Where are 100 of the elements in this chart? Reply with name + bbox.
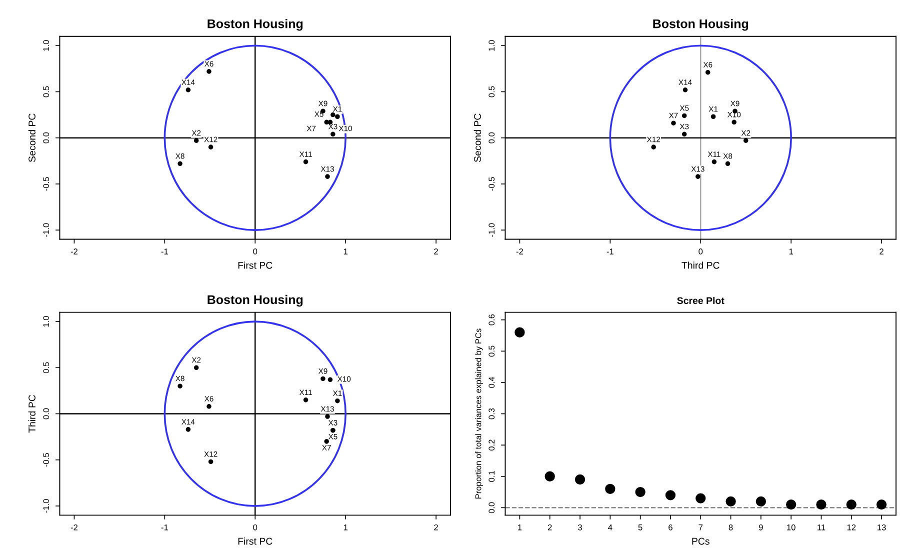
x-tick-label: 6: [668, 524, 672, 530]
x-tick-label: 2: [434, 248, 438, 254]
y-tick-label: -1.0: [43, 499, 50, 513]
y-tick-label: 0.6: [488, 314, 495, 326]
point: [330, 132, 336, 137]
point: [816, 499, 826, 510]
y-axis-title: Proportion of total variances explained by PCs: [475, 328, 483, 499]
point: [756, 496, 766, 507]
point: [696, 174, 700, 179]
point: [324, 439, 329, 444]
point: [876, 499, 887, 510]
x-tick-label: 2: [880, 248, 884, 254]
y-tick-label: 0.2: [488, 440, 495, 451]
x-tick-label: 8: [728, 524, 733, 530]
point: [726, 496, 736, 507]
chart-title: Boston Housing: [208, 19, 303, 31]
point: [303, 398, 308, 402]
y-tick-label: 0.5: [488, 346, 495, 357]
y-tick-label: -0.5: [488, 177, 495, 191]
x-tick-label: 1: [344, 248, 348, 254]
chart-title: Scree Plot: [677, 296, 724, 304]
point: [178, 384, 182, 388]
x-tick-label: 0: [698, 248, 703, 254]
x-tick-label: 1: [518, 524, 522, 530]
point: [544, 471, 555, 482]
x-tick-label: 1: [789, 248, 793, 254]
x-tick-label: -1: [161, 248, 168, 254]
point: [325, 414, 330, 419]
y-axis-title: Second PC: [474, 114, 481, 162]
point: [335, 114, 340, 120]
point: [303, 159, 308, 164]
x-tick-label: 4: [608, 524, 612, 530]
point: [696, 493, 706, 504]
point: [206, 69, 212, 74]
x-tick-label: 2: [548, 524, 552, 530]
point: [208, 459, 214, 464]
y-tick-label: 0.0: [488, 132, 495, 144]
y-tick-label: 0.5: [43, 86, 50, 98]
x-tick-label: -1: [161, 524, 168, 530]
chart-title: Boston Housing: [653, 19, 748, 31]
y-tick-label: 0.3: [488, 408, 495, 420]
y-tick-label: 1.0: [488, 40, 495, 51]
x-tick-label: -1: [606, 248, 614, 254]
y-tick-label: 0.5: [488, 86, 495, 98]
x-tick-label: 3: [578, 524, 582, 530]
x-axis-title: First PC: [238, 262, 272, 269]
y-axis-title: Second PC: [28, 114, 36, 162]
point: [324, 120, 329, 125]
y-tick-label: 0.0: [43, 132, 50, 144]
point: [846, 499, 856, 510]
x-tick-label: -2: [516, 248, 523, 254]
point: [635, 486, 646, 498]
point: [682, 113, 687, 118]
y-tick-label: 0.0: [488, 502, 495, 514]
y-tick-label: 1.0: [43, 316, 50, 327]
point: [186, 427, 191, 432]
x-tick-label: 9: [759, 524, 763, 530]
x-tick-label: -2: [70, 524, 78, 530]
y-tick-label: -0.5: [43, 177, 50, 191]
point: [671, 120, 676, 126]
y-tick-label: 0.4: [488, 376, 495, 388]
y-tick-label: 0.1: [488, 470, 495, 482]
point: [178, 161, 182, 166]
point: [786, 499, 796, 510]
x-tick-label: 13: [878, 524, 886, 530]
point: [186, 87, 191, 92]
x-tick-label: 5: [638, 524, 642, 530]
point: [208, 144, 214, 150]
point: [206, 404, 212, 409]
y-tick-label: -1.0: [43, 223, 50, 237]
x-tick-label: 11: [818, 524, 826, 530]
point: [705, 70, 710, 75]
point: [325, 174, 330, 179]
point: [194, 365, 199, 370]
x-axis-title: First PC: [238, 538, 272, 545]
point: [712, 159, 717, 164]
x-tick-label: -2: [70, 248, 78, 254]
point: [710, 114, 716, 120]
y-axis-title: Third PC: [28, 394, 36, 433]
point: [682, 87, 688, 92]
point: [605, 484, 616, 494]
point: [514, 327, 525, 338]
point: [665, 490, 676, 500]
point: [335, 398, 340, 404]
x-axis-title: Third PC: [682, 262, 720, 269]
point: [320, 376, 326, 382]
point: [651, 144, 656, 150]
x-tick-label: 2: [434, 524, 438, 530]
point: [732, 120, 736, 125]
y-tick-label: -0.5: [43, 453, 50, 467]
x-tick-label: 10: [787, 524, 796, 530]
x-tick-label: 0: [253, 248, 258, 254]
y-tick-label: 1.0: [43, 40, 50, 51]
point: [743, 138, 748, 144]
y-tick-label: 0.0: [43, 408, 50, 420]
point: [330, 112, 336, 118]
x-tick-label: 1: [344, 524, 348, 530]
y-tick-label: 0.5: [43, 362, 50, 374]
x-tick-label: 7: [698, 524, 703, 530]
chart-title: Boston Housing: [208, 294, 303, 307]
